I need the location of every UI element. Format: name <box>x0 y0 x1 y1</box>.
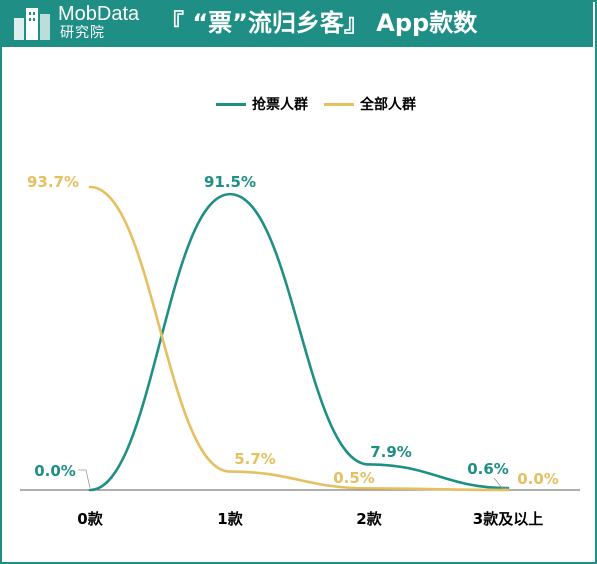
legend-label-quanbu: 全部人群 <box>360 97 416 113</box>
legend-item-qiangpiao: 抢票人群 <box>216 94 308 114</box>
data-label-quanbu-2: 0.5% <box>333 469 375 487</box>
data-label-quanbu-3: 0.0% <box>517 470 559 488</box>
mobdata-logo-icon <box>14 8 50 40</box>
legend-swatch-teal <box>216 102 246 106</box>
data-label-qiangpiao-1: 91.5% <box>204 173 256 191</box>
data-label-qiangpiao-0: 0.0% <box>34 462 76 480</box>
x-tick-label-0: 0款 <box>77 510 103 528</box>
x-tick-label-1: 1款 <box>217 510 243 528</box>
x-tick-label-2: 2款 <box>356 510 382 528</box>
leader-line-left <box>78 469 91 489</box>
chart-legend: 抢票人群 全部人群 <box>216 94 432 114</box>
data-label-quanbu-1: 5.7% <box>234 450 276 468</box>
legend-label-qiangpiao: 抢票人群 <box>252 97 308 113</box>
x-tick-label-3: 3款及以上 <box>473 510 543 528</box>
legend-swatch-gold <box>324 102 354 106</box>
data-label-quanbu-0: 93.7% <box>27 173 79 191</box>
chart-title: 『 “票”流归乡客』 App款数 <box>160 9 478 37</box>
series-line-quanbu <box>88 185 510 492</box>
legend-item-quanbu: 全部人群 <box>324 94 416 114</box>
series-line-qiangpiao <box>88 192 510 492</box>
data-label-qiangpiao-2: 7.9% <box>370 443 412 461</box>
brand-subtitle: 研究院 <box>60 25 105 41</box>
brand-name: MobData <box>58 3 140 25</box>
leader-line-right <box>493 477 508 489</box>
data-label-qiangpiao-3: 0.6% <box>467 460 509 478</box>
header-bar: MobData 研究院 『 “票”流归乡客』 App款数 <box>0 0 593 47</box>
